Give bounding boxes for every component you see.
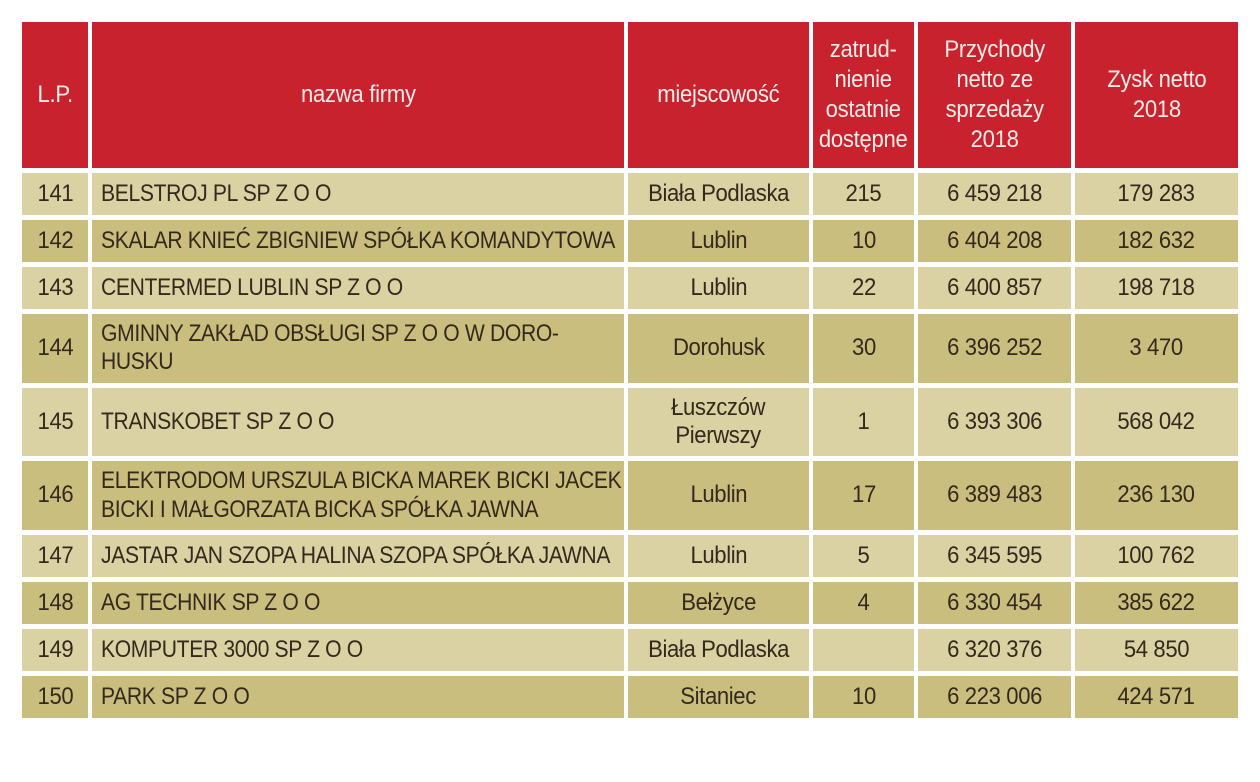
cell-revenue: 6 459 218 [917, 173, 1071, 215]
cell-city: Łuszczów Pierwszy [627, 387, 810, 457]
cell-lp: 143 [22, 267, 89, 309]
cell-company-name: GMINNY ZAKŁAD OBSŁUGI SP Z O O W DORO- H… [92, 314, 624, 383]
cell-lp: 149 [22, 628, 89, 671]
cell-profit: 424 571 [1074, 675, 1238, 718]
cell-employment: 1 [813, 387, 914, 457]
company-ranking-table: L.P. nazwa firmy miejscowość zatrud- nie… [18, 17, 1242, 723]
table-row: 144 GMINNY ZAKŁAD OBSŁUGI SP Z O O W DOR… [22, 314, 1238, 383]
cell-lp: 147 [22, 534, 89, 577]
header-city: miejscowość [627, 22, 810, 168]
header-profit-label: Zysk netto 2018 [1106, 66, 1206, 123]
table-row: 142 SKALAR KNIEĆ ZBIGNIEW SPÓŁKA KOMANDY… [22, 220, 1238, 262]
cell-employment: 10 [813, 675, 914, 718]
cell-profit: 179 283 [1074, 173, 1238, 215]
cell-employment: 5 [813, 534, 914, 577]
cell-city: Sitaniec [627, 675, 810, 718]
cell-profit: 182 632 [1074, 220, 1238, 262]
header-profit: Zysk netto 2018 [1074, 22, 1238, 168]
table-body: 141 BELSTROJ PL SP Z O O Biała Podlaska … [22, 173, 1238, 718]
cell-lp: 144 [22, 314, 89, 383]
cell-company-name: CENTERMED LUBLIN SP Z O O [92, 267, 624, 309]
cell-company-name: JASTAR JAN SZOPA HALINA SZOPA SPÓŁKA JAW… [92, 534, 624, 577]
cell-profit: 54 850 [1074, 628, 1238, 671]
cell-profit: 236 130 [1074, 461, 1238, 530]
cell-company-name: AG TECHNIK SP Z O O [92, 581, 624, 624]
cell-profit: 568 042 [1074, 387, 1238, 457]
header-employment-label: zatrud- nienie ostatnie dostępne [819, 36, 908, 153]
cell-revenue: 6 320 376 [917, 628, 1071, 671]
table-header: L.P. nazwa firmy miejscowość zatrud- nie… [22, 22, 1238, 168]
table-row: 149 KOMPUTER 3000 SP Z O O Biała Podlask… [22, 628, 1238, 671]
cell-lp: 146 [22, 461, 89, 530]
cell-revenue: 6 330 454 [917, 581, 1071, 624]
cell-lp: 148 [22, 581, 89, 624]
header-row: L.P. nazwa firmy miejscowość zatrud- nie… [22, 22, 1238, 168]
cell-employment: 17 [813, 461, 914, 530]
cell-profit: 198 718 [1074, 267, 1238, 309]
table-row: 148 AG TECHNIK SP Z O O Bełżyce 4 6 330 … [22, 581, 1238, 624]
cell-city: Dorohusk [627, 314, 810, 383]
cell-city: Biała Podlaska [627, 173, 810, 215]
header-city-label: miejscowość [657, 81, 780, 108]
cell-city: Lublin [627, 220, 810, 262]
cell-revenue: 6 396 252 [917, 314, 1071, 383]
cell-employment: 30 [813, 314, 914, 383]
cell-city: Lublin [627, 461, 810, 530]
cell-employment: 4 [813, 581, 914, 624]
cell-profit: 100 762 [1074, 534, 1238, 577]
cell-city: Lublin [627, 267, 810, 309]
cell-profit: 3 470 [1074, 314, 1238, 383]
cell-profit: 385 622 [1074, 581, 1238, 624]
cell-revenue: 6 345 595 [917, 534, 1071, 577]
cell-city: Bełżyce [627, 581, 810, 624]
table-row: 145 TRANSKOBET SP Z O O Łuszczów Pierwsz… [22, 387, 1238, 457]
header-lp: L.P. [22, 22, 89, 168]
table-row: 143 CENTERMED LUBLIN SP Z O O Lublin 22 … [22, 267, 1238, 309]
table-row: 146 ELEKTRODOM URSZULA BICKA MAREK BICKI… [22, 461, 1238, 530]
cell-lp: 145 [22, 387, 89, 457]
cell-lp: 141 [22, 173, 89, 215]
cell-employment: 10 [813, 220, 914, 262]
header-company-name: nazwa firmy [92, 22, 624, 168]
cell-employment: 22 [813, 267, 914, 309]
page: L.P. nazwa firmy miejscowość zatrud- nie… [18, 17, 1242, 723]
cell-revenue: 6 400 857 [917, 267, 1071, 309]
table-row: 150 PARK SP Z O O Sitaniec 10 6 223 006 … [22, 675, 1238, 718]
cell-employment: 215 [813, 173, 914, 215]
cell-city: Biała Podlaska [627, 628, 810, 671]
table-row: 147 JASTAR JAN SZOPA HALINA SZOPA SPÓŁKA… [22, 534, 1238, 577]
table-row: 141 BELSTROJ PL SP Z O O Biała Podlaska … [22, 173, 1238, 215]
cell-lp: 150 [22, 675, 89, 718]
header-employment: zatrud- nienie ostatnie dostępne [813, 22, 914, 168]
cell-revenue: 6 223 006 [917, 675, 1071, 718]
header-lp-label: L.P. [37, 81, 74, 108]
cell-company-name: KOMPUTER 3000 SP Z O O [92, 628, 624, 671]
cell-revenue: 6 393 306 [917, 387, 1071, 457]
header-company-name-label: nazwa firmy [300, 81, 416, 108]
cell-lp: 142 [22, 220, 89, 262]
header-revenue: Przychody netto ze sprzedaży 2018 [917, 22, 1071, 168]
cell-employment [813, 628, 914, 671]
cell-company-name: SKALAR KNIEĆ ZBIGNIEW SPÓŁKA KOMANDYTOWA [92, 220, 624, 262]
cell-company-name: TRANSKOBET SP Z O O [92, 387, 624, 457]
cell-city: Lublin [627, 534, 810, 577]
cell-company-name: BELSTROJ PL SP Z O O [92, 173, 624, 215]
cell-revenue: 6 389 483 [917, 461, 1071, 530]
cell-company-name: ELEKTRODOM URSZULA BICKA MAREK BICKI JAC… [92, 461, 624, 530]
cell-company-name: PARK SP Z O O [92, 675, 624, 718]
cell-revenue: 6 404 208 [917, 220, 1071, 262]
header-revenue-label: Przychody netto ze sprzedaży 2018 [944, 36, 1045, 153]
